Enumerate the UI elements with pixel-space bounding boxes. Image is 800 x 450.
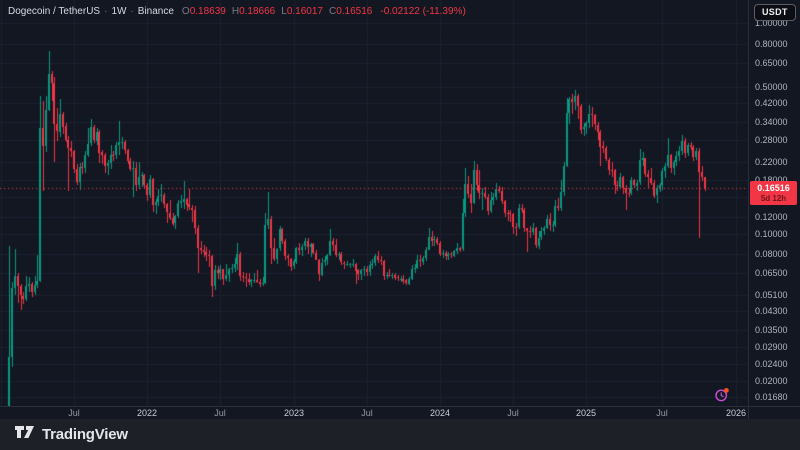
- tradingview-brand-text[interactable]: TradingView: [42, 426, 128, 443]
- symbol-title[interactable]: Dogecoin / TetherUS: [8, 6, 101, 17]
- price-chart[interactable]: [0, 0, 748, 406]
- price-axis[interactable]: 0.01680 0.02000 0.02400 0.02900 0.03500 0.043…: [749, 0, 800, 406]
- price-axis-label: 0.03500: [755, 324, 788, 335]
- time-axis-label: 2024: [429, 408, 451, 418]
- high-value: 0.18666: [239, 6, 276, 17]
- price-axis-label: 0.02900: [755, 341, 788, 352]
- price-axis-label: 0.65000: [755, 57, 788, 68]
- price-axis-label: 0.34000: [755, 116, 788, 127]
- close-label: C: [328, 6, 337, 17]
- last-price-value: 0.16516: [757, 182, 790, 193]
- price-axis-label: 0.02400: [755, 359, 788, 370]
- time-axis-label: 2026: [725, 408, 747, 418]
- price-axis-label: 0.12000: [755, 212, 788, 223]
- open-value: 0.18639: [189, 6, 226, 17]
- bar-countdown: 5d 12h: [760, 193, 787, 203]
- footer-bar: TradingView: [0, 419, 800, 450]
- ohlc-values: O0.18639 H0.18666 L0.16017 C0.16516: [182, 5, 378, 18]
- time-axis-label: 2023: [283, 408, 305, 418]
- time-axis-label: Jul: [68, 408, 80, 418]
- symbol-header: Dogecoin / TetherUS · 1W · Binance O0.18…: [8, 5, 466, 18]
- price-axis-label: 0.01680: [755, 391, 788, 402]
- price-axis-label: 0.05100: [755, 290, 788, 301]
- change-value: -0.02122 (-11.39%): [380, 6, 466, 17]
- low-value: 0.16017: [286, 6, 323, 17]
- time-axis-label: Jul: [361, 408, 373, 418]
- last-price-badge: 0.16516 5d 12h: [750, 180, 797, 205]
- price-axis-label: 0.50000: [755, 81, 788, 92]
- low-label: L: [281, 6, 287, 17]
- exchange-label[interactable]: Binance: [137, 6, 174, 17]
- separator-dot: ·: [104, 6, 108, 17]
- price-axis-label: 0.06500: [755, 268, 788, 279]
- close-value: 0.16516: [336, 6, 373, 17]
- price-axis-label: 0.02000: [755, 375, 788, 386]
- price-axis-separator: [748, 0, 749, 419]
- time-axis-label: Jul: [656, 408, 668, 418]
- open-label: O: [181, 6, 190, 17]
- price-axis-label: 1.00000: [755, 18, 788, 29]
- time-axis-label: Jul: [507, 408, 519, 418]
- price-axis-label: 0.18000: [755, 175, 788, 185]
- price-axis-label: 0.08000: [755, 249, 788, 260]
- time-axis-label: 2025: [575, 408, 597, 418]
- tradingview-logo-icon[interactable]: [14, 424, 35, 445]
- interval-label[interactable]: 1W: [111, 6, 127, 17]
- price-axis-label: 0.80000: [755, 38, 788, 49]
- separator-dot: ·: [130, 6, 134, 17]
- high-label: H: [231, 6, 240, 17]
- time-axis-separator: [0, 406, 800, 407]
- time-axis-label: Jul: [214, 408, 226, 418]
- price-axis-label: 0.22000: [755, 156, 788, 167]
- price-axis-label: 0.10000: [755, 228, 788, 239]
- price-axis-label: 0.42000: [755, 97, 788, 108]
- price-axis-label: 0.28000: [755, 134, 788, 145]
- price-axis-label: 0.04300: [755, 305, 788, 316]
- time-axis-label: 2022: [136, 408, 158, 418]
- time-axis[interactable]: Jul 2022 Jul 2023 Jul 2024 Jul 2025 Jul 2026: [0, 407, 748, 419]
- alarm-clock-icon[interactable]: [714, 387, 730, 403]
- currency-toggle-button[interactable]: USDT: [754, 4, 796, 21]
